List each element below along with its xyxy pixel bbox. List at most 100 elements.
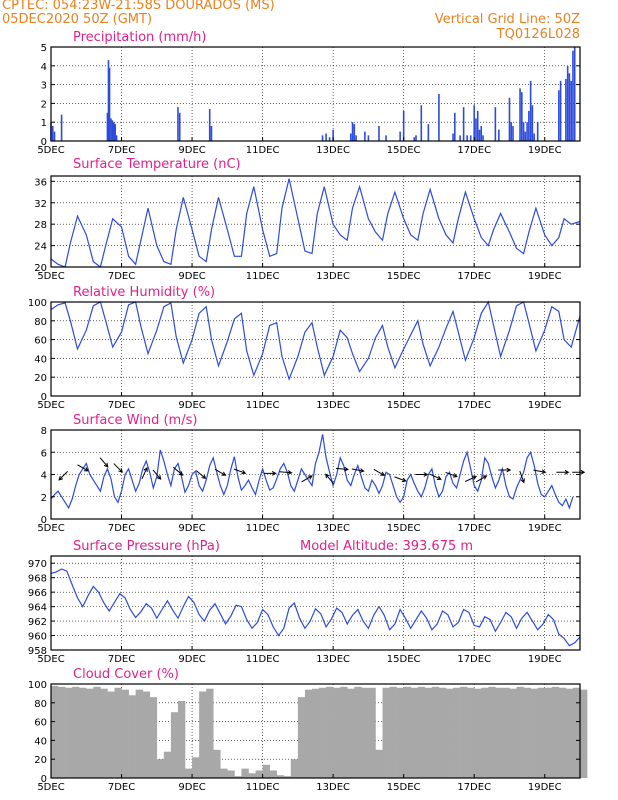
cloud-bar	[311, 688, 320, 778]
cloud-bar	[185, 768, 193, 778]
wind-arrow	[77, 464, 89, 472]
cloud-bar	[460, 686, 468, 778]
x-tick-label: 17DEC	[457, 523, 491, 534]
wind-arrow	[498, 467, 512, 473]
x-tick-label: 15DEC	[387, 654, 421, 665]
y-tick-label: 36	[34, 177, 47, 188]
precip-bar	[60, 114, 63, 141]
y-tick-label: 958	[28, 646, 47, 657]
cloud-bar	[481, 687, 489, 778]
y-tick-label: 8	[41, 426, 47, 437]
y-tick-label: 40	[34, 736, 47, 747]
precip-bar	[178, 112, 181, 141]
y-tick-label: 20	[34, 755, 47, 766]
precip-bar	[469, 135, 472, 141]
cloud-bar	[79, 687, 87, 778]
y-tick-label: 0	[41, 515, 47, 526]
precip-bar	[533, 133, 535, 141]
precip-bar	[325, 133, 327, 141]
panel-title: Relative Humidity (%)	[73, 285, 215, 300]
plot-frame	[50, 301, 581, 397]
precip-bar	[349, 133, 352, 141]
precip-bar	[420, 105, 423, 141]
cloud-bar	[403, 686, 412, 778]
x-tick-label: 9DEC	[178, 400, 205, 411]
wind-arrow	[214, 468, 227, 476]
x-tick-label: 17DEC	[457, 782, 491, 793]
precip-bar	[53, 131, 56, 141]
panel-annotation: Model Altitude: 393.675 m	[300, 539, 473, 554]
precip-bar	[367, 135, 370, 141]
y-tick-label: 964	[28, 603, 47, 614]
precip-bar	[399, 131, 401, 141]
x-tick-label: 11DEC	[246, 271, 280, 282]
y-tick-label: 2	[41, 493, 47, 504]
precip-bar	[364, 131, 366, 141]
x-tick-label: 9DEC	[178, 145, 205, 156]
header-station: CPTEC: 054:23W-21:58S DOURADOS (MS)	[2, 0, 275, 13]
precip-bar	[177, 107, 179, 141]
y-tick-label: 0	[41, 392, 47, 403]
y-tick-label: 100	[28, 298, 47, 309]
cloud-bar	[128, 695, 136, 778]
cloud-bar	[142, 691, 151, 778]
x-tick-label: 13DEC	[316, 271, 350, 282]
cloud-bar	[361, 687, 369, 778]
cloud-bar	[523, 687, 531, 778]
cloud-bar	[283, 776, 292, 778]
header-run-time: 05DEC2020 50Z (GMT)	[2, 12, 153, 27]
x-tick-label: 9DEC	[178, 271, 205, 282]
cloud-bar	[72, 686, 80, 778]
precip-bar	[559, 80, 562, 141]
cloud-bar	[580, 689, 588, 778]
cloud-bar	[544, 687, 553, 778]
y-tick-label: 0	[41, 774, 47, 785]
cloud-bar	[417, 686, 426, 778]
y-tick-label: 1	[41, 118, 47, 129]
x-tick-label: 11DEC	[246, 400, 280, 411]
panel-3	[50, 429, 586, 520]
y-tick-label: 968	[28, 574, 47, 585]
precip-bar	[526, 122, 528, 141]
wind-arrow	[263, 471, 277, 476]
y-tick-label: 20	[34, 373, 47, 384]
header-grid-line: Vertical Grid Line: 50Z	[434, 12, 580, 27]
precip-bar	[111, 120, 114, 141]
wind-arrow	[173, 466, 184, 476]
precip-bar	[108, 67, 111, 141]
cloud-bar	[135, 689, 144, 778]
wind-arrow	[533, 469, 547, 474]
x-tick-label: 9DEC	[178, 782, 205, 793]
series-line	[50, 434, 574, 510]
series-line	[50, 300, 581, 381]
precip-bar	[353, 124, 356, 141]
cloud-bar	[156, 759, 165, 778]
x-tick-label: 11DEC	[246, 145, 280, 156]
cloud-bar	[488, 686, 496, 778]
series-line	[50, 568, 581, 647]
cloud-bar	[65, 687, 73, 778]
precip-bar	[110, 118, 112, 141]
precip-bar	[210, 125, 213, 141]
wind-arrow	[301, 475, 313, 483]
y-tick-label: 4	[41, 62, 47, 73]
x-tick-label: 11DEC	[246, 654, 280, 665]
cloud-bar	[248, 773, 256, 778]
x-tick-label: 17DEC	[457, 271, 491, 282]
x-tick-label: 17DEC	[457, 400, 491, 411]
precip-bar	[462, 107, 465, 141]
cloud-bar	[206, 688, 214, 778]
wind-arrow	[233, 468, 247, 475]
y-tick-label: 6	[41, 448, 47, 459]
y-tick-label: 962	[28, 617, 47, 628]
precip-bar	[385, 135, 387, 141]
cloud-bar	[100, 688, 108, 778]
precip-bar	[478, 129, 481, 141]
precip-bar	[566, 65, 569, 141]
precip-bar	[413, 137, 416, 141]
x-tick-label: 7DEC	[108, 782, 135, 793]
cloud-bar	[537, 687, 546, 778]
precip-bar	[531, 105, 534, 141]
precip-bar	[498, 129, 500, 141]
cloud-bar	[445, 688, 454, 778]
